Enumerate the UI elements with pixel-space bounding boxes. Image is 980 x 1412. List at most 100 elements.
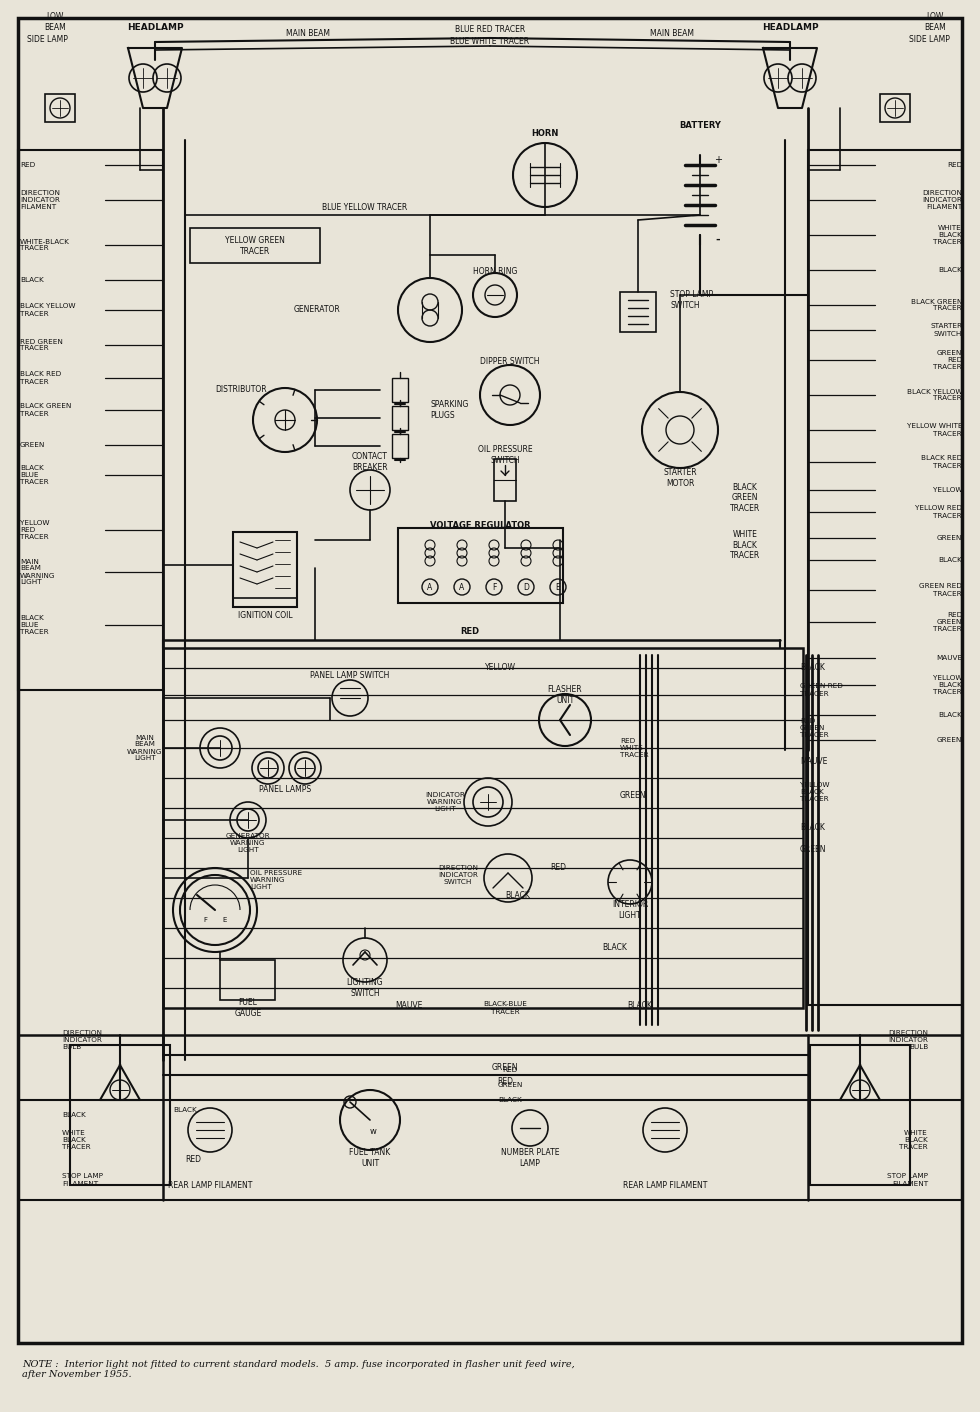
Text: GREEN RED
TRACER: GREEN RED TRACER [800,683,843,696]
Bar [392,433,408,457]
Text: YELLOW RED
TRACER: YELLOW RED TRACER [915,505,962,518]
Text: RED: RED [497,1077,513,1086]
Text: A: A [460,583,465,592]
Bar [233,532,297,607]
Text: REAR LAMP FILAMENT: REAR LAMP FILAMENT [623,1180,708,1189]
Text: INTERIOR
LIGHT: INTERIOR LIGHT [612,901,648,919]
Text: RED: RED [20,162,35,168]
Text: GREEN: GREEN [492,1063,518,1073]
Text: HORN: HORN [531,128,559,137]
Text: STARTER
SWITCH: STARTER SWITCH [930,323,962,336]
Text: BLACK: BLACK [938,712,962,717]
Text: BLACK: BLACK [938,556,962,563]
Text: CONTACT
BREAKER: CONTACT BREAKER [352,452,388,472]
Text: RED GREEN
TRACER: RED GREEN TRACER [20,339,63,352]
Text: BLACK
GREEN
TRACER: BLACK GREEN TRACER [730,483,760,513]
Text: F: F [492,583,496,592]
Text: MAUVE: MAUVE [800,757,827,767]
Text: BLACK: BLACK [800,823,825,833]
Text: PANEL LAMP SWITCH: PANEL LAMP SWITCH [311,671,390,679]
Text: RED: RED [461,627,479,637]
Text: BLACK YELLOW
TRACER: BLACK YELLOW TRACER [20,304,75,316]
Text: BLUE YELLOW TRACER: BLUE YELLOW TRACER [322,203,408,212]
Text: MAIN BEAM: MAIN BEAM [650,30,694,38]
Bar [494,459,516,501]
Text: E: E [222,916,227,923]
Text: NUMBER PLATE
LAMP: NUMBER PLATE LAMP [501,1148,560,1168]
Text: RED: RED [503,1067,517,1073]
Bar [808,150,962,1005]
Text: BLACK: BLACK [800,664,825,672]
Text: STOP LAMP
SWITCH: STOP LAMP SWITCH [670,291,713,309]
Bar [220,960,275,1000]
Text: BLACK GREEN
TRACER: BLACK GREEN TRACER [20,404,72,417]
Text: RED: RED [550,864,566,873]
Text: BLACK GREEN
TRACER: BLACK GREEN TRACER [910,298,962,312]
Text: MAIN
BEAM
WARNING
LIGHT: MAIN BEAM WARNING LIGHT [20,559,56,586]
Text: WHITE
BLACK
TRACER: WHITE BLACK TRACER [730,530,760,561]
Text: SIDE LAMP: SIDE LAMP [27,35,68,45]
Text: F: F [203,916,207,923]
Bar [392,378,408,402]
Text: YELLOW
BLACK
TRACER: YELLOW BLACK TRACER [933,675,962,695]
Text: MAIN BEAM: MAIN BEAM [286,30,330,38]
Text: GREEN RED
TRACER: GREEN RED TRACER [919,583,962,596]
Text: OIL PRESSURE
WARNING
LIGHT: OIL PRESSURE WARNING LIGHT [250,870,302,890]
Text: DIRECTION
INDICATOR
BULB: DIRECTION INDICATOR BULB [888,1029,928,1051]
Text: BLACK
BLUE
TRACER: BLACK BLUE TRACER [20,465,49,484]
Text: BLACK: BLACK [603,943,627,953]
Text: LOW
BEAM: LOW BEAM [924,13,946,31]
Text: REAR LAMP FILAMENT: REAR LAMP FILAMENT [168,1180,252,1189]
Text: D: D [523,583,529,592]
Text: OIL PRESSURE
SWITCH: OIL PRESSURE SWITCH [477,445,532,465]
Text: YELLOW WHITE
TRACER: YELLOW WHITE TRACER [906,424,962,436]
Text: YELLOW
RED
TRACER: YELLOW RED TRACER [20,520,50,539]
Text: RED
GREEN
TRACER: RED GREEN TRACER [800,717,829,738]
Text: BATTERY: BATTERY [679,120,721,130]
Text: RED: RED [947,162,962,168]
Text: BLACK: BLACK [506,891,530,899]
Bar [163,648,803,1008]
Text: BLACK-BLUE
TRACER: BLACK-BLUE TRACER [483,1001,527,1014]
Text: BLACK: BLACK [938,267,962,273]
Text: WHITE
BLACK
TRACER: WHITE BLACK TRACER [62,1130,90,1149]
Text: GREEN: GREEN [800,846,826,854]
Text: NOTE :  Interior light not fitted to current standard models.  5 amp. fuse incor: NOTE : Interior light not fitted to curr… [22,1360,574,1380]
Text: BLACK: BLACK [62,1113,86,1118]
Bar [392,407,408,431]
Text: GREEN
RED
TRACER: GREEN RED TRACER [933,350,962,370]
Text: +: + [714,155,722,165]
Text: INDICATOR
WARNING
LIGHT: INDICATOR WARNING LIGHT [425,792,465,812]
Bar [398,528,563,603]
Text: HEADLAMP: HEADLAMP [126,24,183,32]
Text: GENERATOR
WARNING
LIGHT: GENERATOR WARNING LIGHT [225,833,270,853]
Text: PANEL LAMPS: PANEL LAMPS [259,785,311,795]
Text: DISTRIBUTOR: DISTRIBUTOR [215,385,267,394]
Bar [70,1045,170,1185]
Text: GREEN: GREEN [937,535,962,541]
Text: A: A [427,583,432,592]
Text: w: w [369,1128,376,1137]
Text: DIRECTION
INDICATOR
BULB: DIRECTION INDICATOR BULB [62,1029,102,1051]
Text: YELLOW: YELLOW [933,487,962,493]
Text: GREEN: GREEN [620,791,647,799]
Text: E: E [556,583,561,592]
Text: IGNITION COIL: IGNITION COIL [238,610,292,620]
Text: YELLOW GREEN
TRACER: YELLOW GREEN TRACER [225,236,285,256]
Text: HORN RING: HORN RING [472,267,517,277]
Bar [880,95,910,121]
Bar [45,95,75,121]
Text: MAUVE: MAUVE [936,655,962,661]
Text: MAUVE: MAUVE [395,1001,422,1010]
Text: STOP LAMP
FILAMENT: STOP LAMP FILAMENT [62,1173,103,1186]
Text: DIPPER SWITCH: DIPPER SWITCH [480,357,540,367]
Text: DIRECTION
INDICATOR
SWITCH: DIRECTION INDICATOR SWITCH [438,866,478,885]
Text: BLUE RED TRACER: BLUE RED TRACER [455,25,525,34]
Text: MAIN
BEAM
WARNING
LIGHT: MAIN BEAM WARNING LIGHT [127,734,163,761]
Text: BLACK: BLACK [173,1107,197,1113]
Text: FUEL TANK
UNIT: FUEL TANK UNIT [350,1148,391,1168]
Text: RED
WHITE
TRACER: RED WHITE TRACER [620,738,649,758]
Bar [18,150,163,690]
Text: FLASHER
UNIT: FLASHER UNIT [548,685,582,705]
Text: DIRECTION
INDICATOR
FILAMENT: DIRECTION INDICATOR FILAMENT [20,191,60,210]
